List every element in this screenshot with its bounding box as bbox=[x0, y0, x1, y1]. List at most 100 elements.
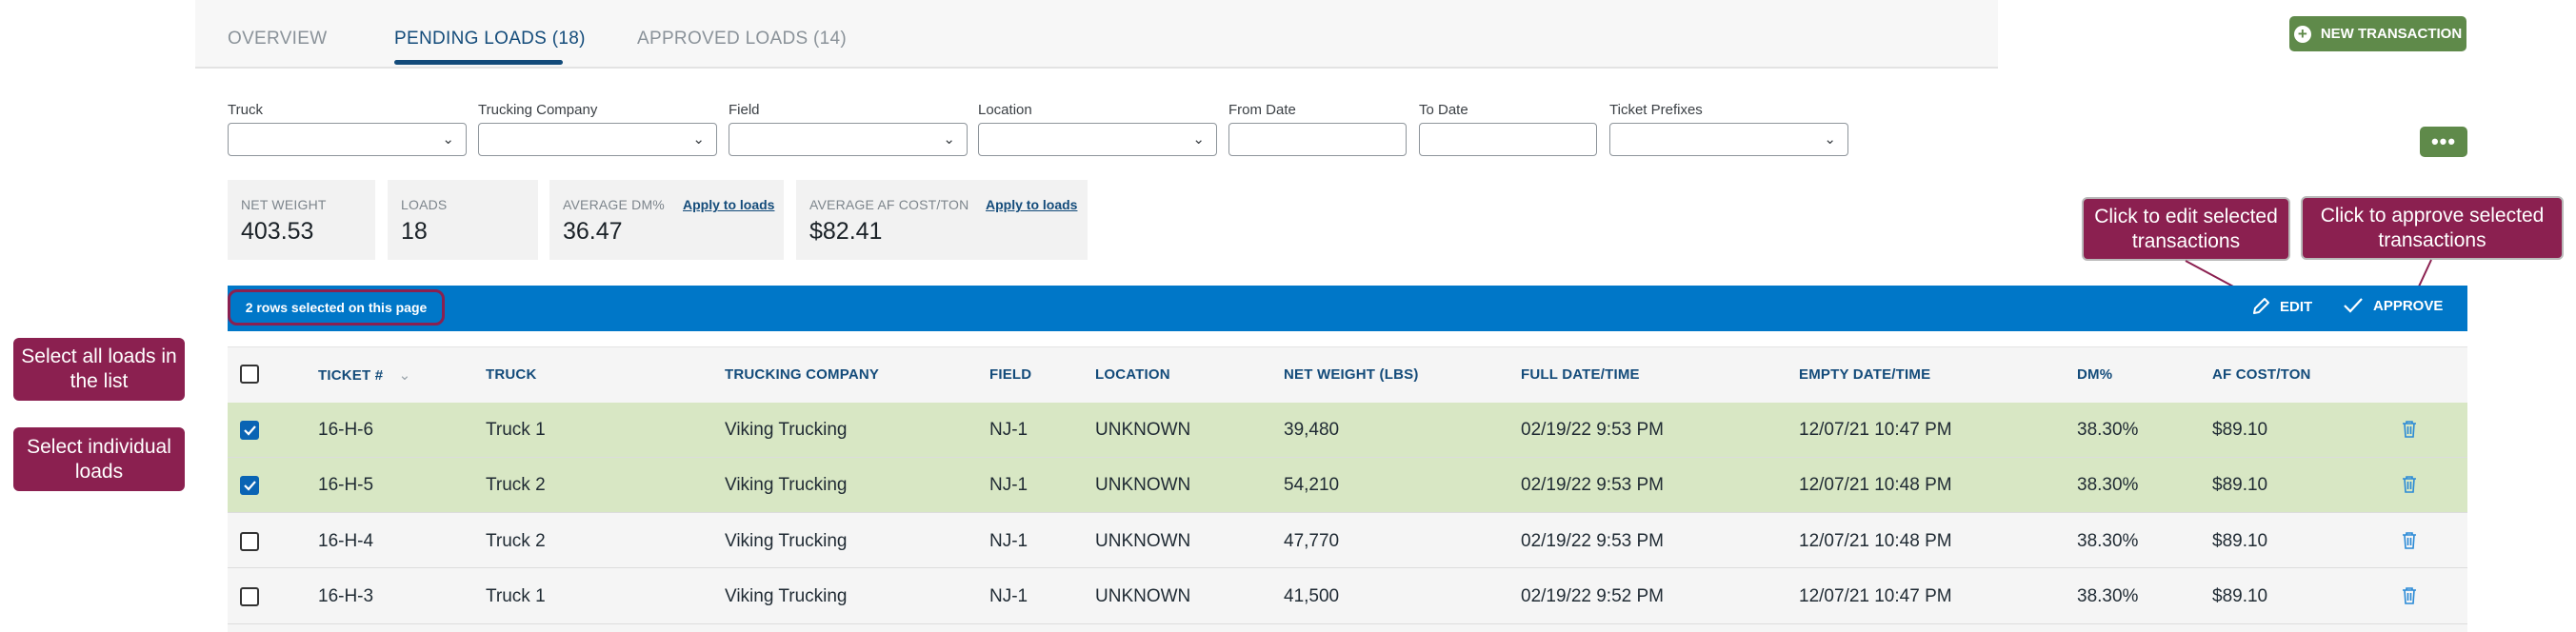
cell-ticket: 16-H-6 bbox=[318, 420, 374, 440]
column-header-truck[interactable]: TRUCK bbox=[486, 366, 537, 383]
cell-company: Viking Trucking bbox=[725, 420, 848, 440]
filter-label-truck: Truck bbox=[228, 102, 263, 118]
new-transaction-button[interactable]: + NEW TRANSACTION bbox=[2289, 16, 2466, 51]
cell-location: UNKNOWN bbox=[1095, 475, 1191, 495]
more-options-button[interactable]: ••• bbox=[2420, 127, 2467, 157]
filter-label-to-date: To Date bbox=[1419, 102, 1468, 118]
apply-af-link[interactable]: Apply to loads bbox=[986, 197, 1078, 212]
tab-overview[interactable]: OVERVIEW bbox=[228, 29, 328, 49]
cell-empty-date: 12/07/21 10:48 PM bbox=[1799, 531, 1952, 551]
row-checkbox[interactable] bbox=[240, 587, 259, 606]
location-select[interactable]: ⌄ bbox=[978, 123, 1217, 156]
select-all-checkbox[interactable] bbox=[240, 365, 259, 384]
stat-value: 403.53 bbox=[241, 218, 314, 245]
cell-empty-date: 12/07/21 10:47 PM bbox=[1799, 586, 1952, 606]
edit-button[interactable]: EDIT bbox=[2251, 297, 2312, 316]
column-header-af-cost[interactable]: AF COST/TON bbox=[2212, 366, 2311, 383]
column-header-dm[interactable]: DM% bbox=[2077, 366, 2113, 383]
cell-af-cost: $89.10 bbox=[2212, 531, 2268, 551]
cell-company: Viking Trucking bbox=[725, 475, 848, 495]
cell-truck: Truck 1 bbox=[486, 420, 546, 440]
stat-value: 36.47 bbox=[563, 218, 623, 245]
cell-dm: 38.30% bbox=[2077, 420, 2139, 440]
row-checkbox[interactable] bbox=[240, 421, 259, 440]
checkbox-check-icon bbox=[244, 425, 256, 436]
cell-ticket: 16-H-5 bbox=[318, 475, 374, 495]
cell-empty-date: 12/07/21 10:47 PM bbox=[1799, 420, 1952, 440]
stat-value: 18 bbox=[401, 218, 428, 245]
field-select[interactable]: ⌄ bbox=[729, 123, 968, 156]
table-row[interactable] bbox=[228, 458, 2467, 513]
checkbox-check-icon bbox=[244, 481, 256, 491]
cell-full-date: 02/19/22 9:53 PM bbox=[1521, 475, 1664, 495]
stat-label: AVERAGE DM% bbox=[563, 197, 665, 212]
cell-truck: Truck 2 bbox=[486, 475, 546, 495]
stat-net-weight: NET WEIGHT 403.53 bbox=[228, 180, 375, 260]
row-checkbox[interactable] bbox=[240, 476, 259, 495]
selection-bar bbox=[228, 286, 2467, 331]
filter-label-trucking-company: Trucking Company bbox=[478, 102, 598, 118]
trash-icon[interactable] bbox=[2401, 586, 2418, 605]
cell-net-weight: 39,480 bbox=[1284, 420, 1340, 440]
cell-location: UNKNOWN bbox=[1095, 586, 1191, 606]
column-header-empty-date[interactable]: EMPTY DATE/TIME bbox=[1799, 366, 1931, 383]
trash-icon[interactable] bbox=[2401, 475, 2418, 494]
column-header-field[interactable]: FIELD bbox=[989, 366, 1032, 383]
plus-circle-icon: + bbox=[2293, 25, 2311, 43]
cell-af-cost: $89.10 bbox=[2212, 475, 2268, 495]
cell-af-cost: $89.10 bbox=[2212, 586, 2268, 606]
cell-location: UNKNOWN bbox=[1095, 420, 1191, 440]
cell-dm: 38.30% bbox=[2077, 586, 2139, 606]
chevron-down-icon: ⌄ bbox=[692, 131, 705, 148]
cell-full-date: 02/19/22 9:53 PM bbox=[1521, 531, 1664, 551]
tab-pending-loads[interactable]: PENDING LOADS (18) bbox=[394, 29, 586, 49]
table-row[interactable] bbox=[228, 403, 2467, 458]
cell-full-date: 02/19/22 9:52 PM bbox=[1521, 586, 1664, 606]
chevron-down-icon: ⌄ bbox=[943, 131, 955, 148]
active-tab-indicator bbox=[394, 60, 563, 65]
column-header-trucking-company[interactable]: TRUCKING COMPANY bbox=[725, 366, 880, 383]
approve-button[interactable]: APPROVE bbox=[2343, 297, 2443, 314]
chevron-down-icon: ⌄ bbox=[442, 131, 454, 148]
column-header-ticket[interactable]: TICKET # ⌄ bbox=[318, 366, 410, 384]
stat-average-af-cost: AVERAGE AF COST/TON $82.41 Apply to load… bbox=[796, 180, 1088, 260]
new-transaction-label: NEW TRANSACTION bbox=[2320, 26, 2463, 42]
chevron-down-icon: ⌄ bbox=[1192, 131, 1205, 148]
table-row[interactable] bbox=[228, 513, 2467, 568]
cell-field: NJ-1 bbox=[989, 586, 1028, 606]
column-header-net-weight[interactable]: NET WEIGHT (LBS) bbox=[1284, 366, 1419, 383]
ticket-prefixes-select[interactable]: ⌄ bbox=[1609, 123, 1848, 156]
filter-label-field: Field bbox=[729, 102, 760, 118]
cell-truck: Truck 2 bbox=[486, 531, 546, 551]
cell-ticket: 16-H-3 bbox=[318, 586, 374, 606]
stat-label: LOADS bbox=[401, 197, 448, 212]
check-icon bbox=[2344, 298, 2363, 313]
cell-net-weight: 47,770 bbox=[1284, 531, 1340, 551]
cell-truck: Truck 1 bbox=[486, 586, 546, 606]
table-row[interactable] bbox=[228, 569, 2467, 624]
trucking-company-select[interactable]: ⌄ bbox=[478, 123, 717, 156]
to-date-input[interactable] bbox=[1419, 123, 1597, 156]
filter-label-ticket-prefixes: Ticket Prefixes bbox=[1609, 102, 1703, 118]
from-date-input[interactable] bbox=[1228, 123, 1407, 156]
cell-net-weight: 41,500 bbox=[1284, 586, 1340, 606]
apply-dm-link[interactable]: Apply to loads bbox=[683, 197, 775, 212]
trash-icon[interactable] bbox=[2401, 420, 2418, 439]
cell-empty-date: 12/07/21 10:48 PM bbox=[1799, 475, 1952, 495]
truck-select[interactable]: ⌄ bbox=[228, 123, 467, 156]
chevron-down-icon: ⌄ bbox=[1824, 131, 1836, 148]
approve-label: APPROVE bbox=[2373, 297, 2444, 314]
cell-company: Viking Trucking bbox=[725, 586, 848, 606]
column-header-full-date[interactable]: FULL DATE/TIME bbox=[1521, 366, 1640, 383]
filter-label-location: Location bbox=[978, 102, 1032, 118]
filter-label-from-date: From Date bbox=[1228, 102, 1296, 118]
pencil-icon bbox=[2253, 298, 2269, 314]
tab-bar bbox=[195, 0, 1998, 69]
callout-approve: Click to approve selected transactions bbox=[2301, 196, 2564, 260]
tab-approved-loads[interactable]: APPROVED LOADS (14) bbox=[637, 29, 848, 49]
column-header-location[interactable]: LOCATION bbox=[1095, 366, 1170, 383]
cell-dm: 38.30% bbox=[2077, 531, 2139, 551]
stat-average-dm: AVERAGE DM% 36.47 Apply to loads bbox=[549, 180, 784, 260]
row-checkbox[interactable] bbox=[240, 532, 259, 551]
trash-icon[interactable] bbox=[2401, 531, 2418, 550]
